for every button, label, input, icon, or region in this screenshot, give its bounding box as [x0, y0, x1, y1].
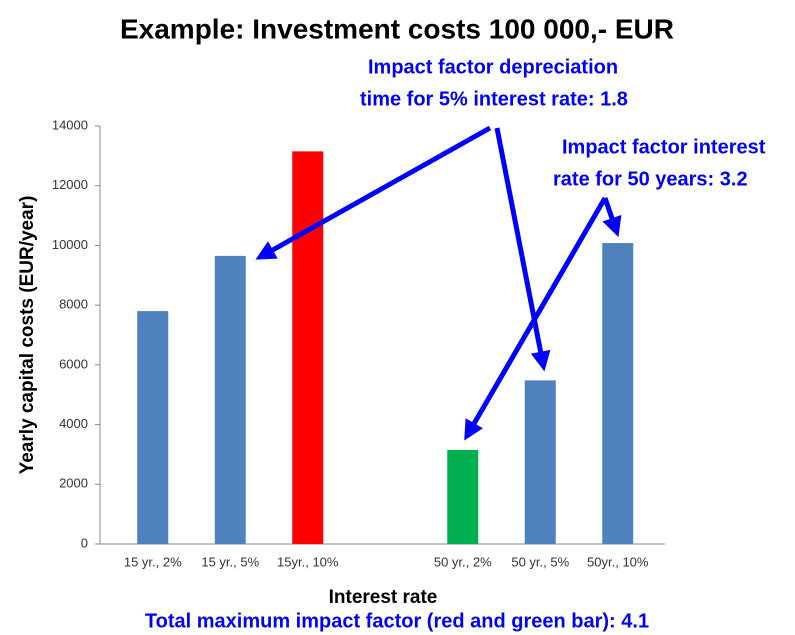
bar: [447, 449, 479, 544]
bar: [137, 311, 169, 544]
footer-note: Total maximum impact factor (red and gre…: [145, 610, 649, 632]
bar: [292, 151, 324, 544]
bar: [214, 255, 246, 544]
y-tick-label: 12000: [52, 177, 88, 192]
bar: [602, 243, 634, 545]
x-tick-label: 50yr., 10%: [587, 554, 649, 569]
y-tick-label: 6000: [59, 356, 88, 371]
bars: [137, 151, 634, 545]
x-tick-label: 15 yr., 2%: [124, 554, 182, 569]
annotation: rate for 50 years: 3.2: [553, 168, 748, 190]
x-tick-label: 50 yr., 5%: [511, 554, 569, 569]
y-tick-label: 0: [81, 535, 88, 550]
x-axis-label: Interest rate: [329, 587, 438, 608]
x-tick-label: 15 yr., 5%: [201, 554, 259, 569]
bar: [524, 380, 556, 544]
arrow: [494, 127, 551, 372]
y-tick-label: 2000: [59, 476, 88, 491]
arrow: [464, 196, 608, 441]
y-tick-label: 14000: [52, 117, 88, 132]
y-tick-label: 4000: [59, 416, 88, 431]
annotation: Impact factor depreciation: [368, 56, 618, 78]
arrows: [255, 125, 622, 441]
chart-title: Example: Investment costs 100 000,- EUR: [120, 13, 674, 44]
y-tick-label: 8000: [59, 297, 88, 312]
annotation: time for 5% interest rate: 1.8: [360, 88, 628, 110]
annotation: Impact factor interest: [562, 136, 766, 158]
x-tick-label: 50 yr., 2%: [434, 554, 492, 569]
y-tick-label: 10000: [52, 237, 88, 252]
y-axis-label: Yearly capital costs (EUR/year): [17, 196, 38, 475]
arrow: [255, 125, 492, 260]
arrow: [602, 197, 622, 238]
x-tick-label: 15yr., 10%: [277, 554, 339, 569]
